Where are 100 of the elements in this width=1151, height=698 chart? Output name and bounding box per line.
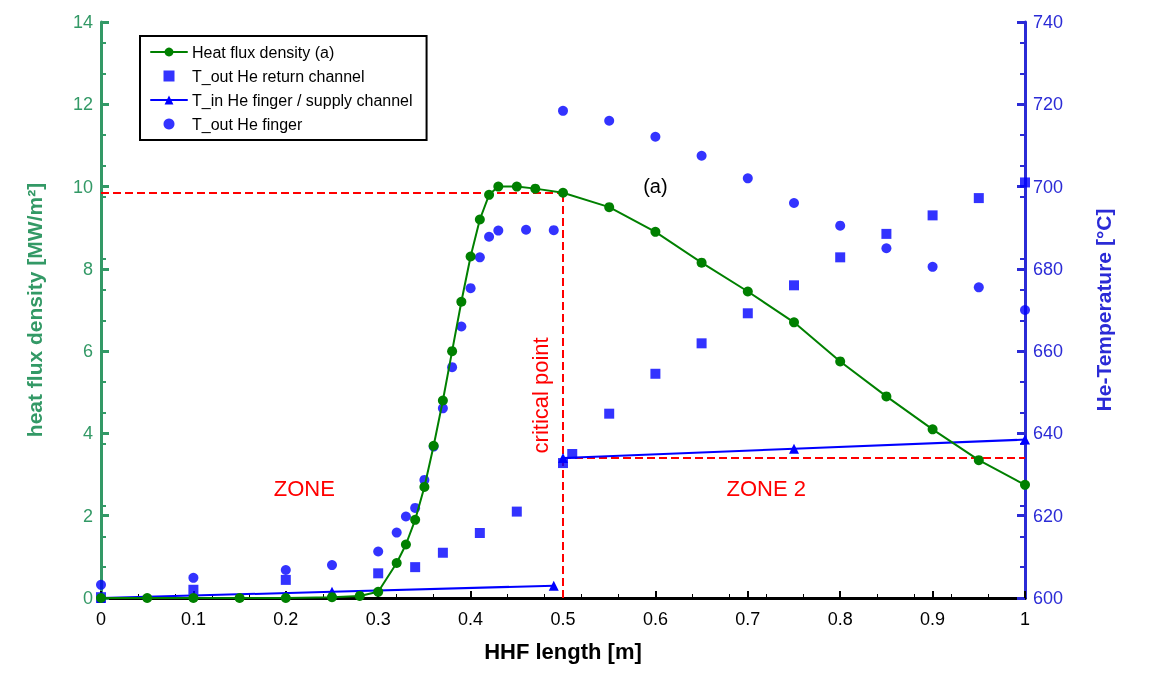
point <box>650 226 661 237</box>
point <box>447 346 458 357</box>
point <box>789 280 799 291</box>
point <box>548 580 559 591</box>
point <box>391 527 402 538</box>
point <box>391 558 402 569</box>
point <box>742 308 753 319</box>
point <box>373 546 384 557</box>
point <box>650 368 661 379</box>
point <box>881 243 892 254</box>
y2-tick-label: 600 <box>1033 588 1064 608</box>
y2-tick-label: 620 <box>1033 505 1064 526</box>
point <box>419 481 430 492</box>
point <box>650 131 661 142</box>
y-tick-label: 12 <box>72 94 93 115</box>
x-tick-label: 0.8 <box>827 609 853 629</box>
point <box>437 547 448 558</box>
x-tick-label: 0.7 <box>735 609 761 629</box>
point <box>327 560 337 571</box>
point <box>742 173 753 184</box>
point <box>881 391 892 402</box>
x-tick-label: 0.4 <box>458 609 484 629</box>
point <box>835 252 846 263</box>
point <box>789 443 799 454</box>
point <box>511 181 522 192</box>
y-tick-label: 2 <box>82 505 93 526</box>
point <box>742 286 753 297</box>
point <box>927 424 938 435</box>
point <box>567 449 578 459</box>
x-tick-label: 0.2 <box>273 609 299 629</box>
y2-tick-label: 660 <box>1033 341 1064 362</box>
point <box>484 189 495 200</box>
legend-label: Heat flux density (a) <box>192 43 335 61</box>
point <box>280 565 291 576</box>
point <box>474 252 485 263</box>
point <box>327 592 337 603</box>
x-tick-label: 0.3 <box>365 609 391 629</box>
y2-tick-label: 680 <box>1033 258 1064 279</box>
point <box>280 574 291 585</box>
point <box>474 214 485 225</box>
point <box>696 257 707 268</box>
point <box>558 453 568 464</box>
y2-tick-label: 720 <box>1033 94 1064 115</box>
point <box>1020 479 1030 490</box>
annotation: (a) <box>643 175 668 198</box>
point <box>1020 177 1030 188</box>
y2-tick-label: 700 <box>1033 176 1064 197</box>
point <box>973 193 984 204</box>
point <box>558 105 568 116</box>
point <box>604 115 615 126</box>
point <box>493 225 504 236</box>
point <box>400 539 411 550</box>
point <box>465 251 476 262</box>
point <box>280 593 291 603</box>
point <box>604 202 615 213</box>
point <box>973 455 984 466</box>
point <box>1020 305 1030 315</box>
point <box>881 228 892 239</box>
point <box>1020 434 1030 445</box>
x-tick-label: 0.5 <box>550 609 576 629</box>
point <box>456 296 467 307</box>
point <box>927 261 938 272</box>
point <box>465 283 476 294</box>
x-axis-title: HHF length [m] <box>484 638 642 664</box>
point <box>484 231 495 242</box>
point <box>410 514 421 525</box>
point <box>558 187 568 198</box>
x-tick-label: 0.6 <box>642 609 668 629</box>
point <box>521 224 532 235</box>
point <box>927 210 938 221</box>
y-tick-label: 0 <box>82 588 93 608</box>
point <box>493 181 504 192</box>
annotation: ZONE 2 <box>726 476 807 502</box>
point <box>474 527 485 538</box>
x-tick-label: 0.9 <box>920 609 946 629</box>
point <box>188 593 199 603</box>
point <box>604 408 615 419</box>
y-axis-title: heat flux density [MW/m²] <box>23 182 46 438</box>
point <box>696 338 707 349</box>
y-tick-label: 6 <box>82 341 93 362</box>
point <box>548 225 559 236</box>
point <box>696 150 707 161</box>
point <box>373 568 384 579</box>
point <box>142 593 153 603</box>
point <box>410 562 421 573</box>
point <box>789 198 799 209</box>
y2-tick-label: 740 <box>1033 12 1064 32</box>
y-tick-label: 8 <box>82 258 93 279</box>
annotation: ZONE <box>273 476 335 502</box>
point <box>511 506 522 517</box>
y2-tick-label: 640 <box>1033 423 1064 444</box>
point <box>188 572 199 583</box>
legend-label: T_in He finger / supply channel <box>192 91 413 110</box>
y2-axis-title: He-Temperature [°C] <box>1092 208 1115 412</box>
point <box>96 579 106 590</box>
y-tick-label: 4 <box>82 423 93 444</box>
point <box>400 511 411 522</box>
point <box>437 395 448 406</box>
x-tick-label: 1 <box>1019 609 1031 629</box>
point <box>234 593 245 603</box>
